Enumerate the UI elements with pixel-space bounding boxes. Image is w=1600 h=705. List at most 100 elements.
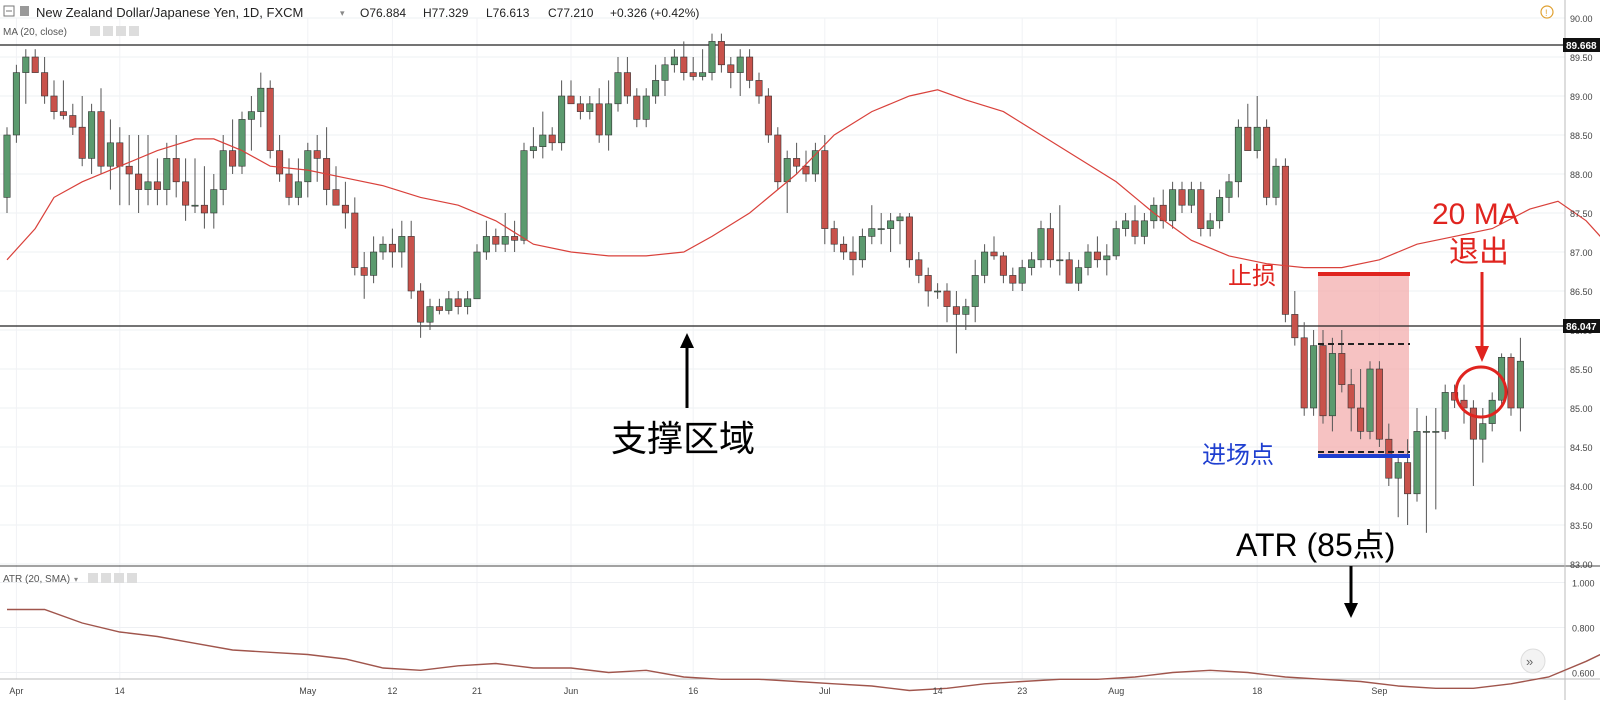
candle-down — [915, 259, 923, 276]
candle-down — [31, 56, 39, 73]
candle-down — [595, 103, 603, 136]
candle-down — [78, 126, 86, 159]
atr-close-icon[interactable] — [127, 573, 137, 583]
candle-up — [370, 251, 378, 276]
time-tick-label: 21 — [472, 686, 482, 696]
scroll-to-realtime-button[interactable] — [1520, 648, 1546, 674]
candle-up — [379, 243, 387, 253]
price-tick-label: 89.00 — [1570, 92, 1593, 102]
candle-down — [849, 251, 857, 261]
double-chevron-icon: » — [1526, 654, 1533, 669]
candle-up — [896, 216, 904, 222]
candle-up — [736, 56, 744, 73]
atr-settings-icon[interactable] — [101, 573, 111, 583]
change-value: +0.326 (+0.42%) — [610, 6, 699, 20]
candle-down — [1281, 165, 1289, 315]
candle-up — [652, 80, 660, 97]
price-tick-label: 83.50 — [1570, 521, 1593, 531]
atr-dropdown-icon[interactable]: ▾ — [74, 575, 78, 584]
time-tick-label: 16 — [688, 686, 698, 696]
candle-up — [981, 251, 989, 276]
candle-down — [821, 150, 829, 229]
candle-down — [774, 134, 782, 183]
candle-up — [811, 150, 819, 175]
candle-down — [793, 158, 801, 167]
candle-up — [3, 134, 11, 198]
candle-up — [1328, 353, 1336, 417]
eye-icon[interactable] — [90, 26, 100, 36]
candle-up — [1112, 228, 1120, 257]
candle-down — [1404, 462, 1412, 495]
candle-up — [294, 181, 302, 198]
time-tick-label: May — [299, 686, 317, 696]
candle-down — [990, 251, 998, 257]
price-axis: 90.00 89.50 89.00 88.50 88.00 87.50 87.00 86.50… — [1570, 14, 1593, 570]
collapse-icon[interactable] — [3, 5, 15, 17]
atr-indicator-label[interactable]: ATR (20, SMA) — [3, 574, 70, 585]
candle-down — [313, 150, 321, 159]
atr-tick-label: 0.600 — [1572, 669, 1595, 679]
close-icon[interactable] — [129, 26, 139, 36]
candle-up — [191, 204, 199, 207]
alert-icon-mark: ! — [1545, 8, 1548, 18]
settings-icon[interactable] — [103, 26, 113, 36]
candle-up — [473, 251, 481, 300]
candle-up — [1516, 360, 1524, 409]
add-icon[interactable] — [116, 26, 126, 36]
price-tick-label: 88.50 — [1570, 131, 1593, 141]
candle-up — [1037, 228, 1045, 261]
symbol-dropdown-icon[interactable]: ▾ — [340, 8, 345, 18]
candle-down — [332, 189, 340, 206]
atr-note-label: ATR (85点) — [1236, 527, 1395, 563]
price-tick-label: 83.00 — [1570, 560, 1593, 570]
ma-indicator-controls[interactable] — [90, 26, 139, 36]
candle-up — [1394, 462, 1402, 479]
candle-down — [153, 181, 161, 190]
candle-up — [971, 275, 979, 307]
atr-eye-icon[interactable] — [88, 573, 98, 583]
candle-down — [1159, 204, 1167, 222]
candle-down — [576, 103, 584, 112]
price-tick-label: 89.50 — [1570, 53, 1593, 63]
candle-up — [520, 150, 528, 241]
candle-down — [41, 72, 49, 97]
candle-down — [1244, 126, 1252, 151]
candle-up — [1366, 368, 1374, 432]
candle-up — [163, 158, 171, 190]
ma-indicator-label[interactable]: MA (20, close) — [3, 27, 67, 38]
ma-exit-label-2: 退出 — [1449, 236, 1509, 269]
time-tick-label: 23 — [1017, 686, 1027, 696]
candle-down — [1338, 353, 1346, 385]
support-tag: 86.047 — [1566, 322, 1597, 333]
time-tick-label: 14 — [933, 686, 943, 696]
candle-up — [670, 56, 678, 66]
candle-down — [1009, 275, 1017, 284]
candle-up — [1479, 423, 1487, 440]
time-tick-label: Aug — [1108, 686, 1124, 696]
candle-up — [614, 72, 622, 105]
candle-down — [1131, 220, 1139, 237]
time-tick-label: 18 — [1252, 686, 1262, 696]
atr-add-icon[interactable] — [114, 573, 124, 583]
candle-up — [88, 111, 96, 159]
candle-down — [746, 56, 754, 81]
candle-up — [1056, 259, 1064, 262]
candle-up — [605, 103, 613, 136]
candle-down — [285, 173, 293, 198]
candle-up — [1272, 165, 1280, 198]
candle-down — [388, 243, 396, 253]
candle-up — [962, 306, 970, 315]
price-tick-label: 84.00 — [1570, 482, 1593, 492]
candle-up — [12, 72, 20, 136]
candle-down — [69, 115, 77, 128]
high-value: H77.329 — [423, 6, 469, 20]
candle-up — [1140, 220, 1148, 237]
symbol-title[interactable]: New Zealand Dollar/Japanese Yen, 1D, FXC… — [36, 5, 303, 20]
alert-icon[interactable] — [1540, 5, 1554, 19]
price-tick-label: 84.50 — [1570, 443, 1593, 453]
support-arrowhead — [680, 333, 694, 348]
candle-up — [482, 236, 490, 253]
candle-down — [633, 95, 641, 120]
candle-down — [802, 165, 810, 175]
